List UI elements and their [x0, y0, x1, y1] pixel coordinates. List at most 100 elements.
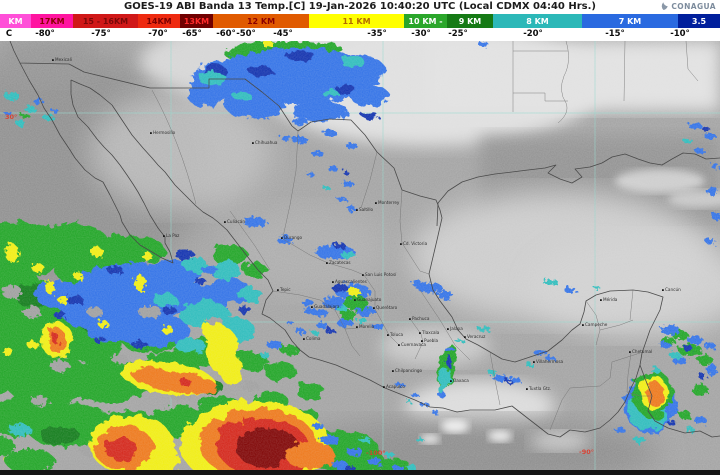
temperature-tick: -30° — [411, 29, 431, 39]
temperature-tick: -20° — [523, 29, 543, 39]
city-marker — [526, 388, 528, 390]
altitude-segment: 11 KM — [309, 14, 404, 28]
altitude-segment: 10 KM - — [404, 14, 447, 28]
altitude-segment: KM — [0, 14, 31, 28]
city-label: Puebla — [424, 338, 439, 343]
city-marker — [533, 361, 535, 363]
city-marker — [163, 235, 165, 237]
city-label: Villahermosa — [536, 359, 564, 364]
temperature-tick: -80° — [35, 29, 55, 39]
city-marker — [277, 289, 279, 291]
city-marker — [421, 340, 423, 342]
city-marker — [409, 318, 411, 320]
city-marker — [362, 274, 364, 276]
grid-coordinate-label: -100° — [366, 449, 386, 457]
altitude-segment: 13KM — [180, 14, 213, 28]
city-label: Oaxaca — [453, 378, 469, 383]
altitude-segment: 14KM — [138, 14, 180, 28]
city-label: Saltillo — [359, 207, 374, 212]
city-label: Tuxtla Gtz. — [528, 386, 551, 391]
city-label: Cd. Victoria — [403, 241, 428, 246]
city-label: Cuernavaca — [401, 342, 426, 347]
city-label: Aguascalientes — [335, 279, 367, 284]
city-marker — [252, 142, 254, 144]
city-marker — [52, 59, 54, 61]
conagua-logo-text: CONAGUA — [671, 1, 716, 11]
city-marker — [375, 202, 377, 204]
grain-texture — [0, 41, 720, 470]
bottom-bar — [0, 470, 720, 475]
temperature-tick: -70° — [148, 29, 168, 39]
city-label: Acapulco — [386, 384, 405, 389]
temperature-tick: C — [5, 29, 13, 39]
temperature-tick: -45° — [273, 29, 293, 39]
city-label: Zacatecas — [329, 260, 351, 265]
city-label: Colima — [306, 336, 321, 341]
city-marker — [281, 237, 283, 239]
city-marker — [356, 326, 358, 328]
country-borders — [9, 41, 720, 438]
city-marker — [373, 307, 375, 309]
title-bar: GOES-19 ABI Banda 13 Temp.[C] 19-Jan-202… — [0, 0, 720, 14]
satellite-map-image: 30° -100° -90° Mexicali Hermosillo Chihuahua… — [0, 41, 720, 470]
conagua-logo: CONAGUA — [660, 1, 716, 11]
city-label: Durango — [284, 235, 302, 240]
city-marker — [311, 306, 313, 308]
city-marker — [464, 336, 466, 338]
city-marker — [387, 334, 389, 336]
city-marker — [332, 281, 334, 283]
altitude-segment: 3.5 — [678, 14, 720, 28]
city-marker — [629, 351, 631, 353]
altitude-segment: 8 KM — [493, 14, 582, 28]
city-marker — [224, 221, 226, 223]
city-label: Tlaxcala — [421, 330, 440, 335]
temperature-tick: -15° — [605, 29, 625, 39]
temperature-tick: -65° — [182, 29, 202, 39]
city-marker — [662, 289, 664, 291]
city-label: San Luis Potosí — [365, 272, 397, 277]
city-labels-layer: Mexicali Hermosillo Chihuahua Monterrey Salt… — [52, 57, 681, 391]
city-marker — [150, 132, 152, 134]
city-marker — [326, 262, 328, 264]
city-marker — [447, 328, 449, 330]
city-label: Morelia — [359, 324, 375, 329]
city-label: Querétaro — [376, 305, 398, 310]
grid-coordinate-label: -90° — [579, 448, 594, 456]
altitude-segment: 12 KM — [213, 14, 309, 28]
altitude-segment: 17KM — [31, 14, 73, 28]
city-label: La Paz — [166, 233, 180, 238]
city-label: Mérida — [603, 297, 618, 302]
city-label: Cancún — [665, 287, 681, 292]
grid-coordinate-label: 30° — [5, 113, 17, 121]
temperature-tick: -25° — [448, 29, 468, 39]
city-label: Hermosillo — [153, 130, 176, 135]
city-label: Chihuahua — [255, 140, 278, 145]
city-marker — [356, 209, 358, 211]
temperature-tick: -35° — [367, 29, 387, 39]
city-marker — [450, 380, 452, 382]
grid-labels-layer: 30° -100° -90° — [5, 113, 594, 457]
temperature-tick: -10° — [670, 29, 690, 39]
city-marker — [400, 243, 402, 245]
conagua-logo-icon — [662, 2, 669, 11]
city-label: Guadalajara — [314, 304, 340, 309]
city-label: Pachuca — [412, 316, 430, 321]
temperature-tick: -75° — [91, 29, 111, 39]
city-label: Chilpancingo — [395, 368, 423, 373]
city-label: Culiacán — [227, 219, 245, 224]
city-marker — [600, 299, 602, 301]
city-label: Mexicali — [55, 57, 72, 62]
altitude-scale-bar: KM 17KM 15 - 16KM 14KM 13KM 12 KM 11 KM 10 KM -… — [0, 14, 720, 28]
altitude-segment: 9 KM — [447, 14, 493, 28]
city-label: Chetumal — [632, 349, 652, 354]
city-label: Monterrey — [378, 200, 400, 205]
city-label: Guanajuato — [357, 297, 382, 302]
city-marker — [398, 344, 400, 346]
state-borders — [151, 41, 699, 431]
city-marker — [303, 338, 305, 340]
temperature-scale-row: C -80° -75° -70° -65° -60° -50° -45° -35° -30° -25… — [0, 28, 720, 41]
city-label: Veracruz — [467, 334, 486, 339]
city-label: Jalapa — [449, 326, 463, 331]
city-marker — [392, 370, 394, 372]
